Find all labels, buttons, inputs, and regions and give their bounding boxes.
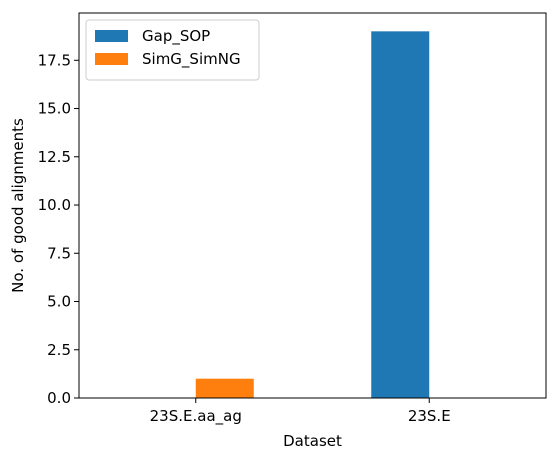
y-tick-label: 5.0: [47, 293, 71, 311]
x-tick-label: 23S.E: [408, 407, 451, 425]
y-tick-label: 12.5: [38, 148, 71, 166]
y-tick-label: 2.5: [47, 341, 71, 359]
x-axis-ticks: 23S.E.aa_ag 23S.E: [150, 398, 451, 426]
legend-label: SimG_SimNG: [142, 50, 241, 69]
legend-swatch: [95, 53, 128, 65]
y-tick-label: 7.5: [47, 244, 71, 262]
legend-swatch: [95, 30, 128, 42]
y-axis-title: No. of good alignments: [9, 118, 27, 293]
y-tick-label: 0.0: [47, 389, 71, 407]
x-tick-label: 23S.E.aa_ag: [150, 407, 242, 426]
bars-group: [195, 31, 430, 398]
legend-box: [85, 19, 260, 81]
x-axis-title: Dataset: [283, 432, 342, 450]
bar-SimG_SimNG-23S.E.aa_ag: [195, 378, 254, 398]
legend-label: Gap_SOP: [142, 27, 210, 46]
y-tick-label: 10.0: [38, 196, 71, 214]
y-tick-label: 15.0: [38, 100, 71, 118]
y-axis-ticks: 0.0 2.5 5.0 7.5 10.0 12.5 15.0 17.5: [38, 51, 79, 407]
legend: Gap_SOP SimG_SimNG: [85, 19, 260, 81]
y-tick-label: 17.5: [38, 51, 71, 69]
bar-Gap_SOP-23S.E: [371, 31, 430, 398]
